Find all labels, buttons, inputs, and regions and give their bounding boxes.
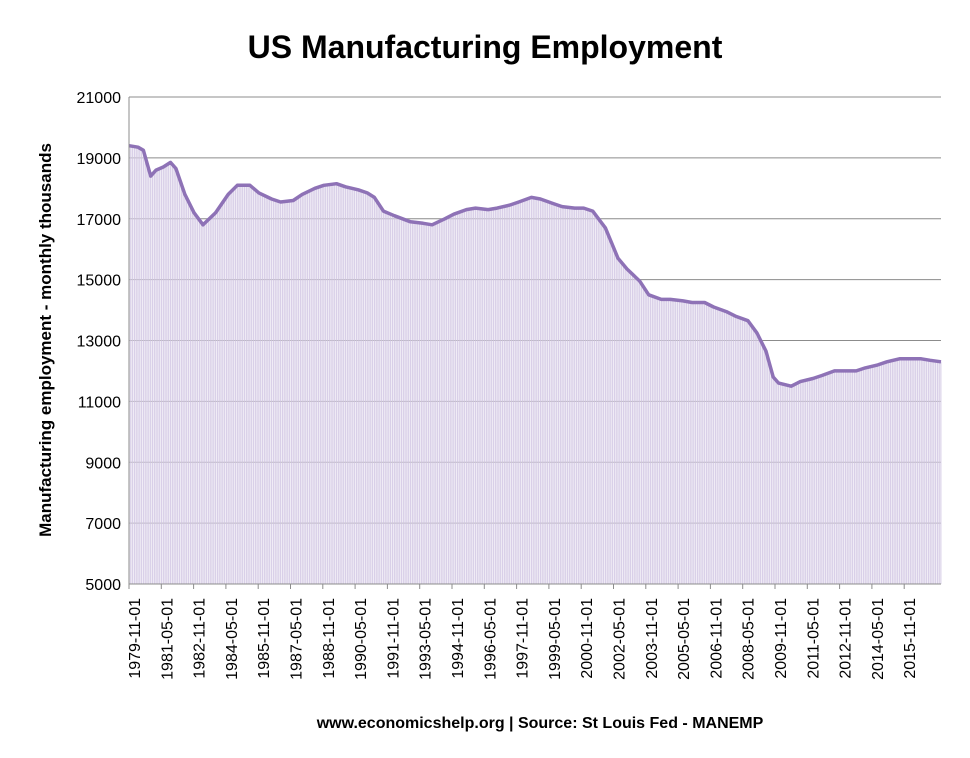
x-tick-label: 1984-05-01 xyxy=(224,598,241,680)
x-tick-label: 1999-05-01 xyxy=(547,598,564,680)
y-axis-label: Manufacturing employment - monthly thous… xyxy=(36,143,55,537)
x-tick-label: 1994-11-01 xyxy=(450,598,467,679)
y-tick-label: 15000 xyxy=(77,273,122,290)
x-tick-label: 2015-11-01 xyxy=(902,598,919,679)
x-tick-label: 2002-05-01 xyxy=(612,598,629,680)
x-tick-label: 1993-05-01 xyxy=(418,598,435,680)
x-tick-label: 1981-05-01 xyxy=(159,598,176,680)
x-tick-label: 1991-11-01 xyxy=(385,598,402,679)
series-line xyxy=(128,143,942,388)
axes xyxy=(128,97,941,585)
x-tick-label: 1997-11-01 xyxy=(515,598,532,679)
y-tick-label: 17000 xyxy=(77,212,122,229)
y-tick-label: 13000 xyxy=(77,334,122,351)
x-tick-label: 2006-11-01 xyxy=(708,598,725,679)
plot-area xyxy=(128,143,942,584)
x-tick-label: 1985-11-01 xyxy=(256,598,273,679)
x-tick-label: 2000-11-01 xyxy=(579,598,596,679)
y-tick-label: 21000 xyxy=(77,90,122,107)
x-axis-label: www.economicshelp.org | Source: St Louis… xyxy=(316,715,764,732)
x-tick-label: 2008-05-01 xyxy=(741,598,758,680)
y-tick-label: 7000 xyxy=(85,516,121,533)
x-tick-label: 1990-05-01 xyxy=(353,598,370,680)
x-tick-labels: 1979-11-01 1981-05-01 1982-11-01 1984-05-01… xyxy=(127,584,919,680)
chart-title: US Manufacturing Employment xyxy=(248,29,723,65)
x-tick-label: 2014-05-01 xyxy=(870,598,887,680)
y-tick-label: 19000 xyxy=(77,151,122,168)
x-tick-label: 1996-05-01 xyxy=(482,598,499,680)
y-tick-label: 5000 xyxy=(85,577,121,594)
series-bars xyxy=(128,145,942,584)
x-tick-label: 1982-11-01 xyxy=(192,598,209,679)
x-tick-label: 2003-11-01 xyxy=(644,598,661,679)
y-tick-label: 11000 xyxy=(78,394,121,411)
x-tick-label: 2005-05-01 xyxy=(676,598,693,680)
y-tick-label: 9000 xyxy=(85,455,121,472)
x-tick-label: 1987-05-01 xyxy=(289,598,306,680)
x-tick-label: 2011-05-01 xyxy=(805,598,822,679)
x-tick-label: 1979-11-01 xyxy=(127,598,144,679)
y-tick-labels: 21000 19000 17000 15000 13000 11000 9000 7000 50… xyxy=(77,90,122,594)
x-tick-label: 1988-11-01 xyxy=(321,598,338,679)
x-tick-label: 2009-11-01 xyxy=(773,598,790,679)
x-tick-label: 2012-11-01 xyxy=(838,598,855,679)
